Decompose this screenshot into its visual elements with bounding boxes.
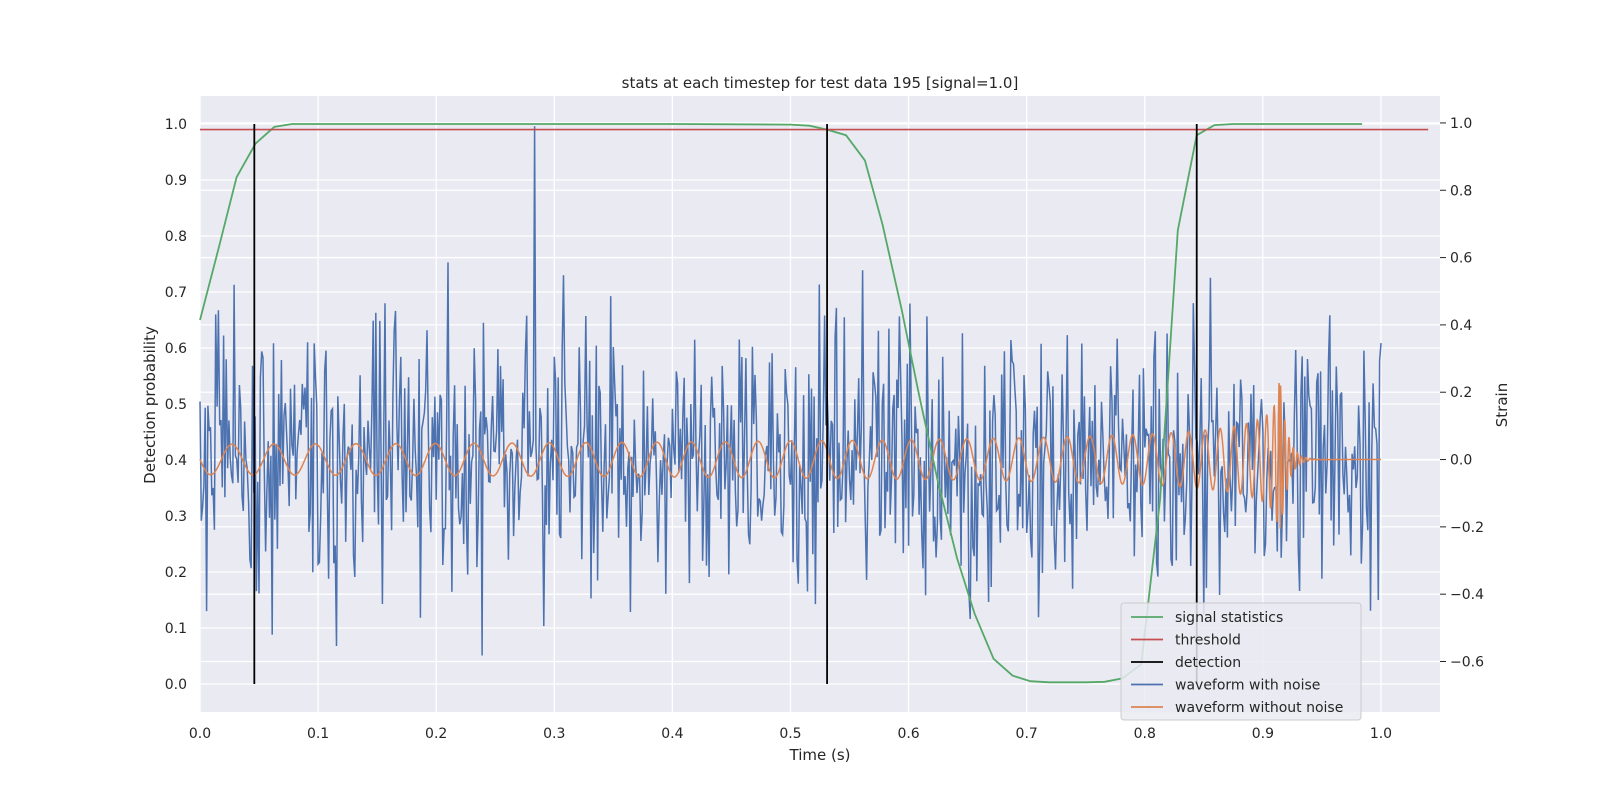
y-axis-label: Detection probability	[141, 326, 159, 484]
y-tick-label: 1.0	[165, 117, 187, 133]
x-tick-label: 0.3	[543, 726, 565, 742]
y2-axis-label: Strain	[1493, 383, 1511, 427]
signal-statistics-layer	[199, 123, 1363, 684]
x-tick-label: 0.4	[661, 726, 683, 742]
y-tick-label: 0.8	[165, 229, 187, 245]
x-tick-label: 0.0	[189, 726, 211, 742]
waveform-with-noise-layer	[199, 126, 1382, 656]
y-tick-label: 0.4	[165, 453, 187, 469]
x-tick-label: 0.8	[1134, 726, 1156, 742]
waveform-without-noise-line	[199, 382, 1381, 529]
x-tick-label: 0.9	[1252, 726, 1274, 742]
legend-label: detection	[1175, 655, 1241, 671]
chart-title: stats at each timestep for test data 195…	[622, 74, 1019, 92]
x-tick-label: 0.2	[425, 726, 447, 742]
y2-tick-label: 0.8	[1450, 183, 1472, 199]
x-axis-label: Time (s)	[789, 746, 851, 764]
legend-box	[1120, 602, 1362, 721]
y2-tick-label: 0.6	[1450, 251, 1472, 267]
x-tick-label: 0.7	[1016, 726, 1038, 742]
legend-items: signal statistics threshold detection wavef…	[1131, 610, 1343, 716]
y2-tick-label: −0.6	[1450, 655, 1484, 671]
legend-label: threshold	[1175, 633, 1241, 649]
y2-tick-label: 0.0	[1450, 453, 1472, 469]
legend-label: signal statistics	[1175, 610, 1283, 626]
y2-tick-label: 1.0	[1450, 116, 1472, 132]
y2-tick-label: 0.4	[1450, 318, 1472, 334]
detection-layer	[253, 124, 1198, 684]
x-tick-label: 0.6	[897, 726, 919, 742]
waveform-without-noise-layer	[199, 382, 1381, 529]
y-tick-label: 0.0	[165, 677, 187, 693]
y2-tick-label: −0.4	[1450, 587, 1484, 603]
y-tick-label: 0.3	[165, 509, 187, 525]
y-tick-label: 0.6	[165, 341, 187, 357]
waveform-with-noise-line	[199, 126, 1382, 656]
y-tick-label: 0.5	[165, 397, 187, 413]
x-tick-label: 1.0	[1370, 726, 1392, 742]
y2-tick-label: 0.2	[1450, 385, 1472, 401]
legend-label: waveform with noise	[1175, 678, 1320, 694]
y-tick-label: 0.2	[165, 565, 187, 581]
x-tick-label: 0.5	[779, 726, 801, 742]
x-tick-labels: 0.0 0.1 0.2 0.3 0.4 0.5 0.6 0.7 0.8 0.9 1.0	[189, 726, 1392, 742]
legend-label: waveform without noise	[1175, 700, 1343, 716]
y2-tick-label: −0.2	[1450, 520, 1484, 536]
y-tick-labels: 0.0 0.1 0.2 0.3 0.4 0.5 0.6 0.7 0.8 0.9 1.0	[165, 117, 187, 693]
y-tick-label: 0.7	[165, 285, 187, 301]
x-tick-label: 0.1	[307, 726, 329, 742]
y-tick-label: 0.1	[165, 621, 187, 637]
y-tick-label: 0.9	[165, 173, 187, 189]
y2-tick-labels: −0.6 −0.4 −0.2 0.0 0.2 0.4 0.6 0.8 1.0	[1440, 116, 1484, 671]
signal-statistics-line	[199, 123, 1363, 684]
legend: signal statistics threshold detection wavef…	[1120, 602, 1362, 721]
